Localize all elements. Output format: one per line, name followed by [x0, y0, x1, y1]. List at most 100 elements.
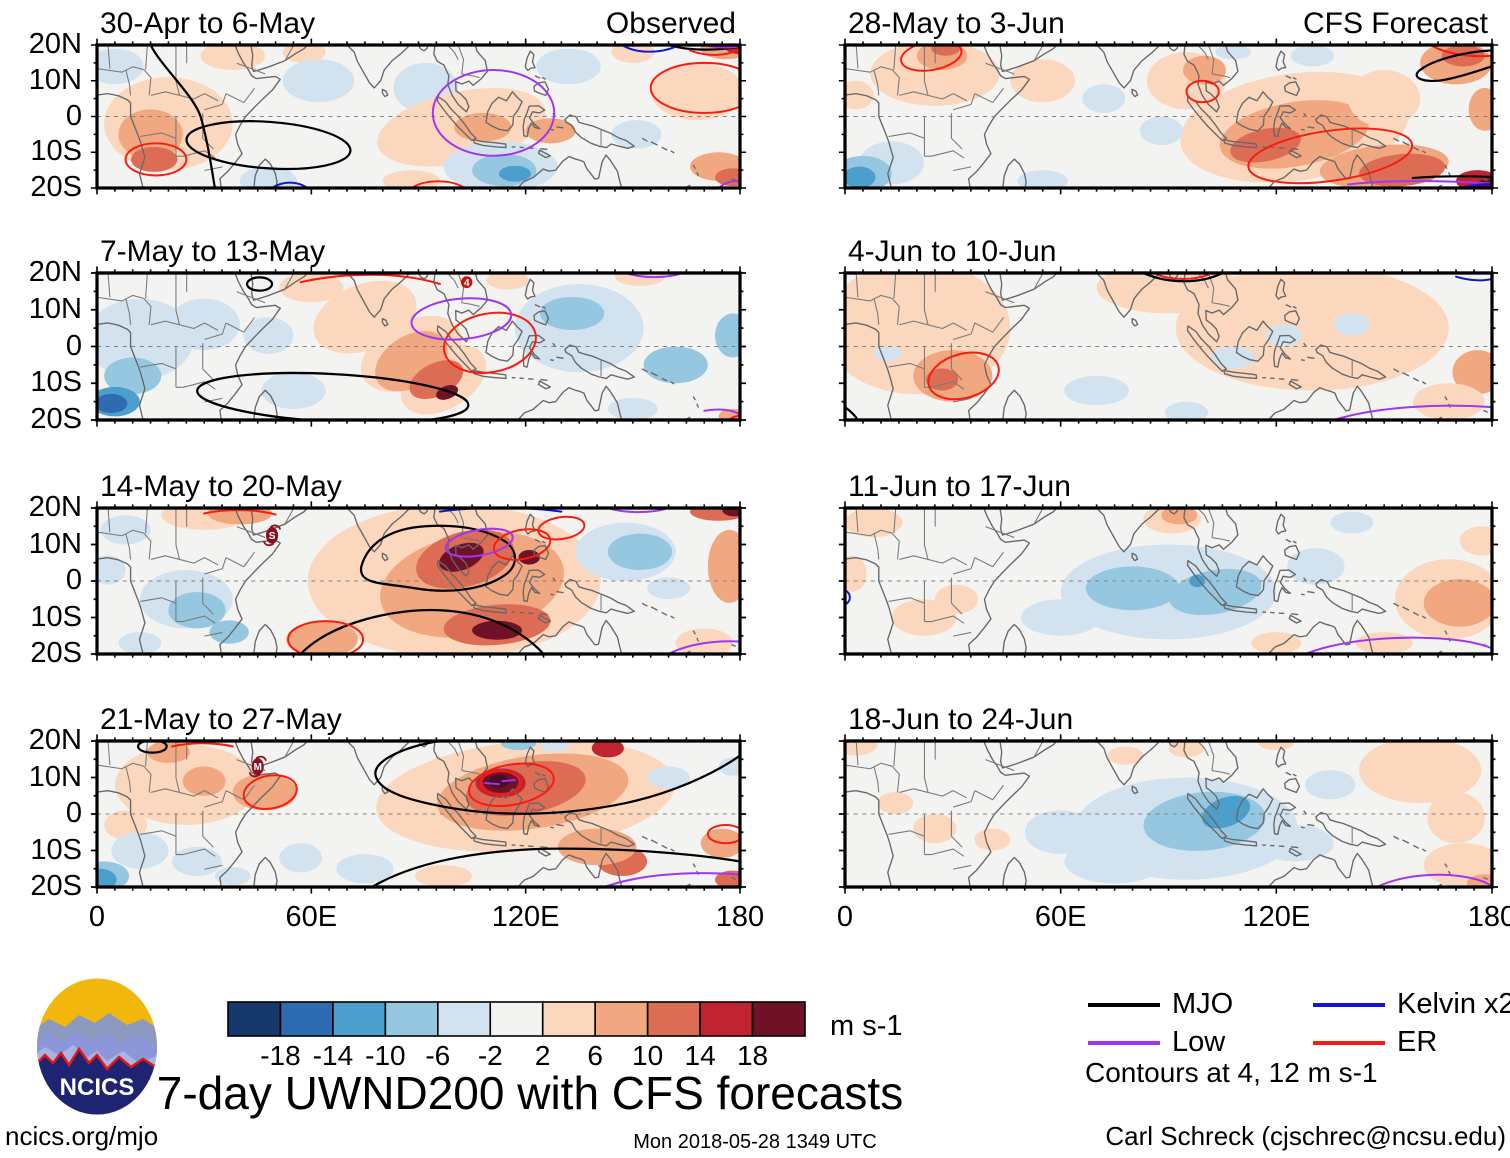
wave-contour-mjo: [245, 276, 274, 292]
svg-text:M: M: [254, 762, 262, 773]
colorbar-cell: [227, 1001, 282, 1037]
anomaly-shading: [611, 45, 655, 63]
anomaly-shading: [722, 508, 740, 517]
anomaly-shading: [1211, 346, 1255, 369]
wave-contour-er: [124, 142, 188, 177]
lat-tick-label-L1-20S: 20S: [30, 171, 82, 203]
anomaly-shading: [1024, 810, 1097, 855]
anomaly-shading: [913, 814, 957, 844]
panel-title-L4: 21-May to 27-May: [100, 703, 342, 736]
anomaly-shading: [1082, 84, 1126, 113]
anomaly-shading: [130, 146, 178, 172]
lon-tick-label-right-0: 0: [836, 901, 854, 933]
anomaly-shading: [714, 168, 740, 187]
anomaly-shading: [486, 273, 530, 290]
axis-ticks: [90, 734, 747, 894]
anomaly-shading: [1258, 741, 1295, 751]
lon-tick-label-left-60E: 60E: [285, 901, 338, 933]
anomaly-shading: [873, 346, 903, 362]
panel-frame: [843, 506, 1494, 656]
lon-tick-label-right-180: 180: [1467, 901, 1510, 933]
lon-tick-label-right-120E: 120E: [1242, 901, 1311, 933]
lat-tick-label-L4-10S: 10S: [30, 833, 82, 866]
coastlines: [97, 741, 736, 887]
anomaly-shading: [1017, 170, 1068, 188]
anomaly-shading: [974, 828, 1011, 851]
lat-tick-label-L1-10N: 10N: [28, 63, 82, 96]
anomaly-shading: [1333, 313, 1370, 336]
wave-contour-er: [203, 509, 277, 516]
colorbar-tick--2: -2: [477, 1040, 503, 1071]
coastlines: [845, 273, 1488, 420]
coastlines: [97, 45, 736, 188]
lat-tick-label-L2-0: 0: [65, 329, 82, 362]
anomaly-shading: [200, 45, 265, 71]
lat-tick-label-L1-0: 0: [65, 99, 82, 132]
anomaly-shading: [97, 48, 144, 85]
lat-tick-label-L4-10N: 10N: [28, 760, 82, 793]
lat-tick-label-L1-10S: 10S: [30, 135, 82, 168]
wave-contour-er: [1185, 79, 1220, 104]
map-panel-R3: [838, 501, 1499, 661]
svg-text:4: 4: [464, 278, 470, 289]
anomaly-shading: [97, 868, 117, 887]
anomaly-shading: [718, 757, 740, 776]
panel-title-R2: 4-Jun to 10-Jun: [848, 235, 1057, 268]
anomaly-shading: [1139, 116, 1183, 146]
axis-ticks: [90, 501, 747, 661]
wave-contour-er: [649, 61, 740, 114]
wave-contour-er: [242, 774, 298, 810]
coastlines: [97, 273, 736, 420]
anomaly-shading: [168, 591, 226, 629]
anomaly-shading: [870, 45, 1000, 106]
map-panel-L4: M: [90, 734, 747, 894]
anomaly-shading: [845, 166, 876, 188]
colorbar-cell: [646, 1001, 701, 1037]
anomaly-shading: [1348, 70, 1421, 128]
legend-label-Kelvin-x2: Kelvin x2: [1397, 988, 1510, 1020]
anomaly-shading: [925, 368, 959, 391]
wave-contour-low: [1375, 873, 1492, 887]
anomaly-shading: [643, 346, 708, 384]
panel-frame: [95, 43, 742, 190]
wave-contour-er: [689, 47, 740, 56]
legend-label-Low: Low: [1172, 1026, 1226, 1058]
colorbar-tick--14: -14: [312, 1040, 354, 1071]
anomaly-shading: [934, 584, 978, 614]
anomaly-shading: [239, 166, 298, 188]
colorbar-cell: [594, 1001, 649, 1037]
coastlines: [97, 508, 736, 654]
country-borders: [845, 45, 1353, 172]
contour-value-label: 4: [461, 276, 473, 289]
anomaly-shading: [1290, 45, 1334, 67]
wave-contour-low: [444, 527, 514, 558]
colorbar-tick-10: 10: [632, 1040, 664, 1071]
anomaly-shading: [607, 533, 673, 571]
anomaly-shading: [168, 298, 240, 351]
wave-contour-low: [1332, 404, 1492, 420]
ncics-logo-text: NCICS: [60, 1074, 135, 1101]
axis-ticks: [838, 266, 1499, 427]
anomaly-shading: [1021, 599, 1101, 636]
anomaly-shading: [647, 577, 690, 600]
anomaly-shading: [1182, 55, 1227, 85]
wave-contour-mjo: [1411, 175, 1492, 180]
anomaly-shading: [97, 393, 128, 414]
lat-tick-label-L4-20N: 20N: [28, 724, 82, 756]
colorbar-cell: [437, 1001, 492, 1037]
panel-title-L2: 7-May to 13-May: [100, 235, 326, 268]
wave-contour-mjo: [360, 524, 517, 592]
main-title: 7-day UWND200 with CFS forecasts: [156, 1067, 904, 1119]
anomaly-shading: [1215, 45, 1252, 60]
anomaly-shading: [472, 620, 523, 640]
wave-contour-er: [1247, 127, 1414, 185]
anomaly-shading: [845, 741, 878, 756]
wave-contour-kelvin: [1455, 275, 1492, 282]
anomaly-shading: [243, 317, 294, 354]
panel-frame: [843, 43, 1494, 190]
legend-label-ER: ER: [1397, 1026, 1438, 1058]
anomaly-shading: [1475, 178, 1492, 188]
footer-site: ncics.org/mjo: [5, 1121, 159, 1151]
colorbar-cell: [279, 1001, 334, 1037]
axis-ticks: [838, 734, 1499, 894]
